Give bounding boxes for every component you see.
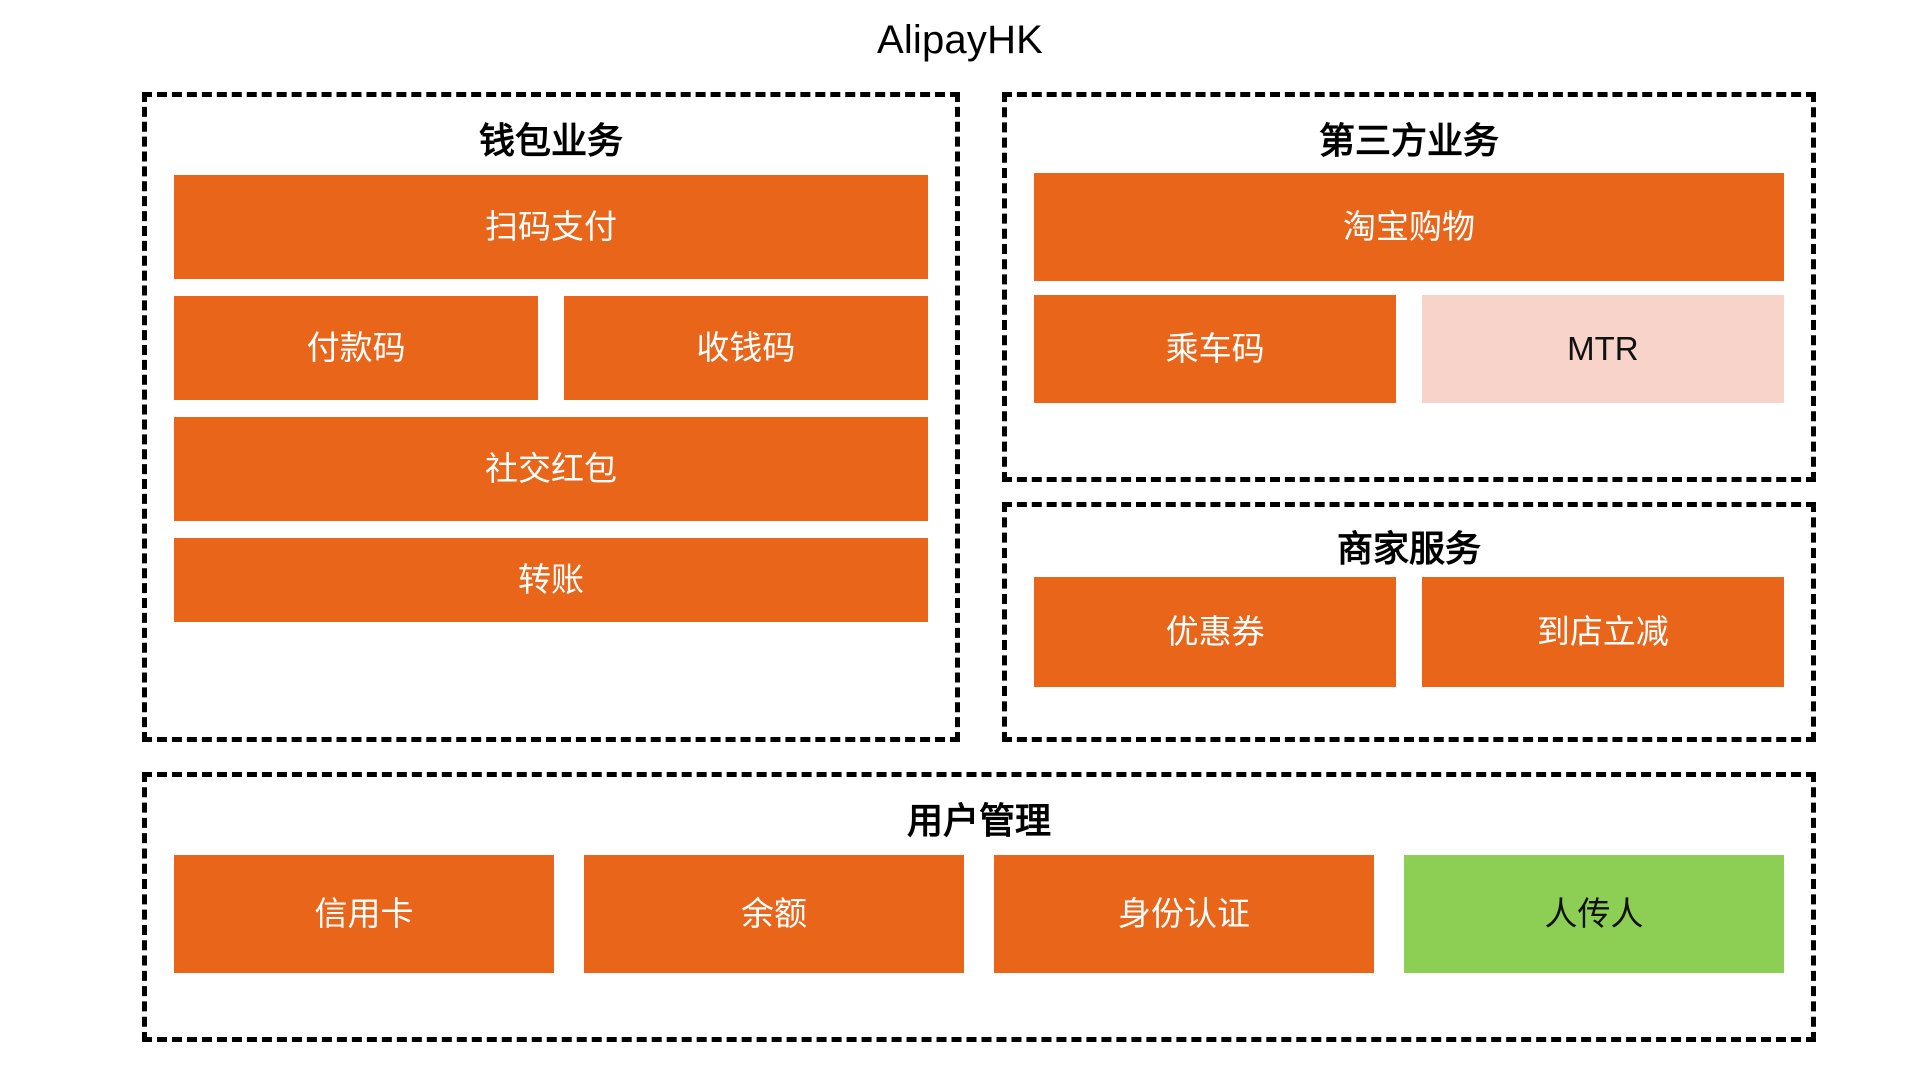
- group-title-merchant-services: 商家服务: [1336, 528, 1481, 569]
- group-title-wallet-business: 钱包业务: [478, 120, 623, 161]
- group-user-management: 用户管理 信用卡 余额 身份认证 人传人: [142, 772, 1816, 1042]
- merchant-row: 优惠券 到店立减: [1034, 577, 1784, 687]
- group-third-party-business: 第三方业务 淘宝购物 乘车码 MTR: [1002, 92, 1816, 482]
- node-balance[interactable]: 余额: [584, 855, 964, 973]
- merchant-body: 优惠券 到店立减: [1007, 577, 1811, 687]
- node-payment-code[interactable]: 付款码: [174, 296, 539, 400]
- user-management-row: 信用卡 余额 身份认证 人传人: [174, 855, 1784, 973]
- node-credit-card[interactable]: 信用卡: [174, 855, 554, 973]
- node-mtr[interactable]: MTR: [1421, 295, 1784, 403]
- group-title-user-management: 用户管理: [906, 800, 1051, 841]
- user-management-body: 信用卡 余额 身份认证 人传人: [147, 855, 1811, 973]
- node-scan-pay[interactable]: 扫码支付: [174, 175, 928, 279]
- node-taobao-shopping[interactable]: 淘宝购物: [1034, 173, 1784, 281]
- group-merchant-services: 商家服务 优惠券 到店立减: [1002, 502, 1816, 742]
- wallet-body: 扫码支付 付款码 收钱码 社交红包 转账: [147, 175, 955, 622]
- node-receive-code[interactable]: 收钱码: [563, 296, 928, 400]
- node-social-red-packet[interactable]: 社交红包: [174, 417, 928, 521]
- group-wallet-business: 钱包业务 扫码支付 付款码 收钱码 社交红包 转账: [142, 92, 960, 742]
- node-identity-verification[interactable]: 身份认证: [994, 855, 1374, 973]
- page-title: AlipayHK: [876, 18, 1044, 62]
- node-transfer[interactable]: 转账: [174, 538, 928, 622]
- third-party-body: 淘宝购物 乘车码 MTR: [1007, 173, 1811, 403]
- group-title-third-party-business: 第三方业务: [1318, 120, 1499, 161]
- node-in-store-discount[interactable]: 到店立减: [1421, 577, 1784, 687]
- wallet-code-row: 付款码 收钱码: [174, 296, 928, 400]
- node-person-to-person[interactable]: 人传人: [1404, 855, 1784, 973]
- node-coupon[interactable]: 优惠券: [1034, 577, 1397, 687]
- third-party-transit-row: 乘车码 MTR: [1034, 295, 1784, 403]
- node-transit-code[interactable]: 乘车码: [1034, 295, 1397, 403]
